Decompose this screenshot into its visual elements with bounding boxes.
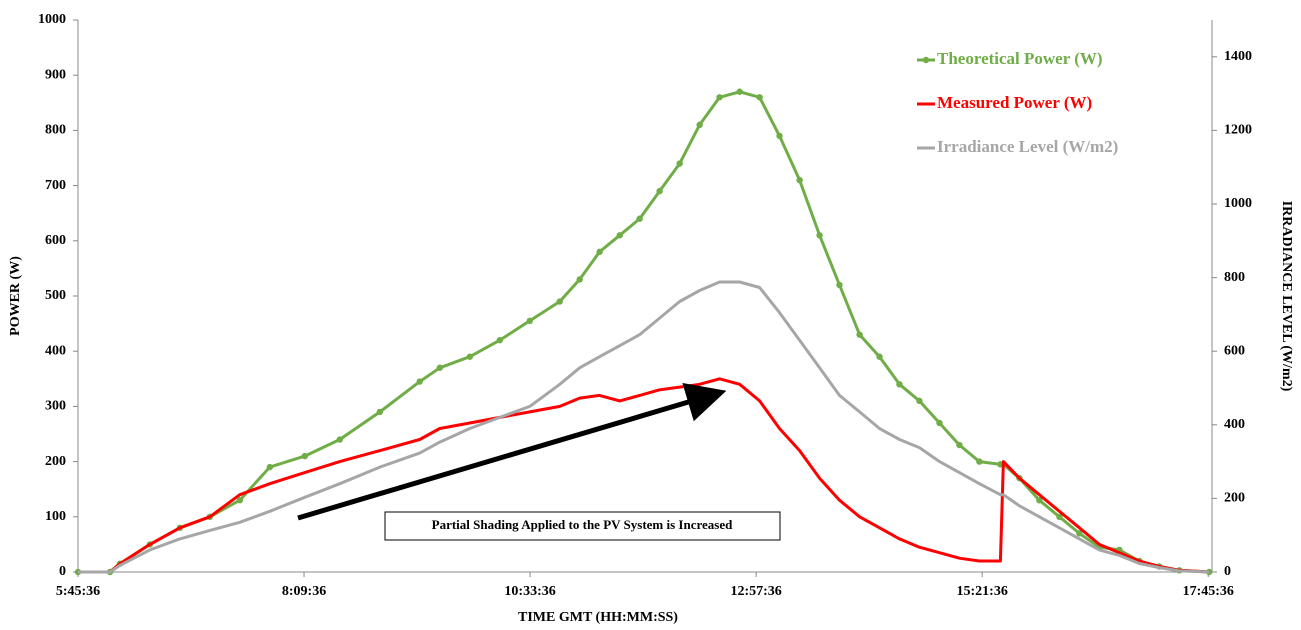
y-tick-label: 800 bbox=[45, 123, 66, 138]
y-tick-label: 900 bbox=[45, 67, 66, 82]
x-tick-label: 8:09:36 bbox=[282, 584, 326, 599]
series-marker bbox=[916, 397, 923, 405]
series-marker bbox=[636, 215, 643, 222]
y-tick-label: 300 bbox=[45, 399, 66, 414]
series-line bbox=[78, 90, 1210, 574]
legend-label: Theoretical Power (W) bbox=[937, 49, 1103, 68]
series-marker bbox=[976, 458, 983, 465]
series-marker bbox=[496, 336, 503, 344]
series-marker bbox=[1036, 497, 1043, 504]
series-marker bbox=[1076, 530, 1083, 537]
series-marker bbox=[816, 232, 823, 239]
series-marker bbox=[301, 452, 309, 460]
x-axis-title: TIME GMT (HH:MM:SS) bbox=[518, 610, 678, 625]
series-marker bbox=[266, 463, 274, 471]
annotation: Partial Shading Applied to the PV System… bbox=[432, 517, 733, 532]
series-marker bbox=[466, 353, 474, 360]
legend-marker bbox=[922, 56, 930, 64]
series-line bbox=[78, 377, 1210, 574]
y-tick-label: 600 bbox=[45, 233, 66, 248]
y2-tick-label: 1000 bbox=[1224, 196, 1252, 211]
series-marker bbox=[616, 232, 623, 239]
series-marker bbox=[776, 132, 783, 140]
series-marker bbox=[836, 281, 843, 289]
series-marker bbox=[336, 436, 344, 443]
legend-label: Irradiance Level (W/m2) bbox=[937, 137, 1118, 156]
x-tick-label: 15:21:36 bbox=[957, 584, 1008, 599]
y-tick-label: 400 bbox=[45, 343, 66, 358]
series-marker bbox=[526, 317, 533, 325]
x-tick-label: 12:57:36 bbox=[730, 584, 781, 599]
y2-tick-label: 400 bbox=[1224, 417, 1245, 432]
series-marker bbox=[736, 88, 743, 95]
series-marker bbox=[376, 408, 384, 416]
series-marker bbox=[956, 441, 963, 449]
annotation-box bbox=[384, 511, 781, 541]
legend-label: Measured Power (W) bbox=[937, 93, 1092, 112]
y2-tick-label: 800 bbox=[1224, 270, 1245, 285]
y2-tick-label: 600 bbox=[1224, 343, 1245, 358]
series-marker bbox=[796, 176, 803, 184]
series-marker bbox=[716, 94, 723, 101]
series-marker bbox=[416, 378, 423, 385]
series-marker bbox=[436, 364, 444, 371]
y-tick-label: 1000 bbox=[38, 12, 66, 27]
y2-tick-label: 200 bbox=[1224, 491, 1245, 506]
y-tick-label: 100 bbox=[45, 509, 66, 524]
series-marker bbox=[596, 248, 603, 256]
series-marker bbox=[676, 160, 683, 167]
y2-axis-title: IRRADIANCE LEVEL (W/m2) bbox=[1279, 201, 1294, 392]
y-tick-label: 500 bbox=[45, 288, 66, 303]
y-tick-label: 0 bbox=[59, 564, 66, 579]
series-marker bbox=[896, 381, 903, 388]
series-marker bbox=[756, 94, 763, 101]
y2-tick-label: 1200 bbox=[1224, 123, 1252, 138]
annotation-arrow bbox=[297, 382, 727, 521]
y-axis-title: POWER (W) bbox=[8, 256, 23, 336]
series-marker bbox=[556, 298, 563, 305]
series-marker bbox=[936, 419, 943, 427]
series-marker bbox=[876, 353, 883, 360]
series-marker bbox=[696, 121, 703, 129]
series-line bbox=[78, 280, 1210, 574]
y2-tick-label: 0 bbox=[1224, 564, 1231, 579]
series-marker bbox=[856, 331, 863, 338]
series-marker bbox=[1056, 513, 1063, 520]
series-marker bbox=[656, 187, 663, 195]
plot-area: 0 100 200 300 400 500 600 700 800 900 1000 0 200 400 6… bbox=[38, 12, 1252, 599]
x-tick-label: 17:45:36 bbox=[1183, 584, 1234, 599]
x-tick-label: 5:45:36 bbox=[56, 584, 100, 599]
y-tick-label: 200 bbox=[45, 454, 66, 469]
series-marker bbox=[236, 497, 244, 504]
series-marker bbox=[576, 276, 583, 283]
y2-tick-label: 1400 bbox=[1224, 49, 1252, 64]
x-tick-label: 10:33:36 bbox=[504, 584, 555, 599]
y-tick-label: 700 bbox=[45, 178, 66, 193]
